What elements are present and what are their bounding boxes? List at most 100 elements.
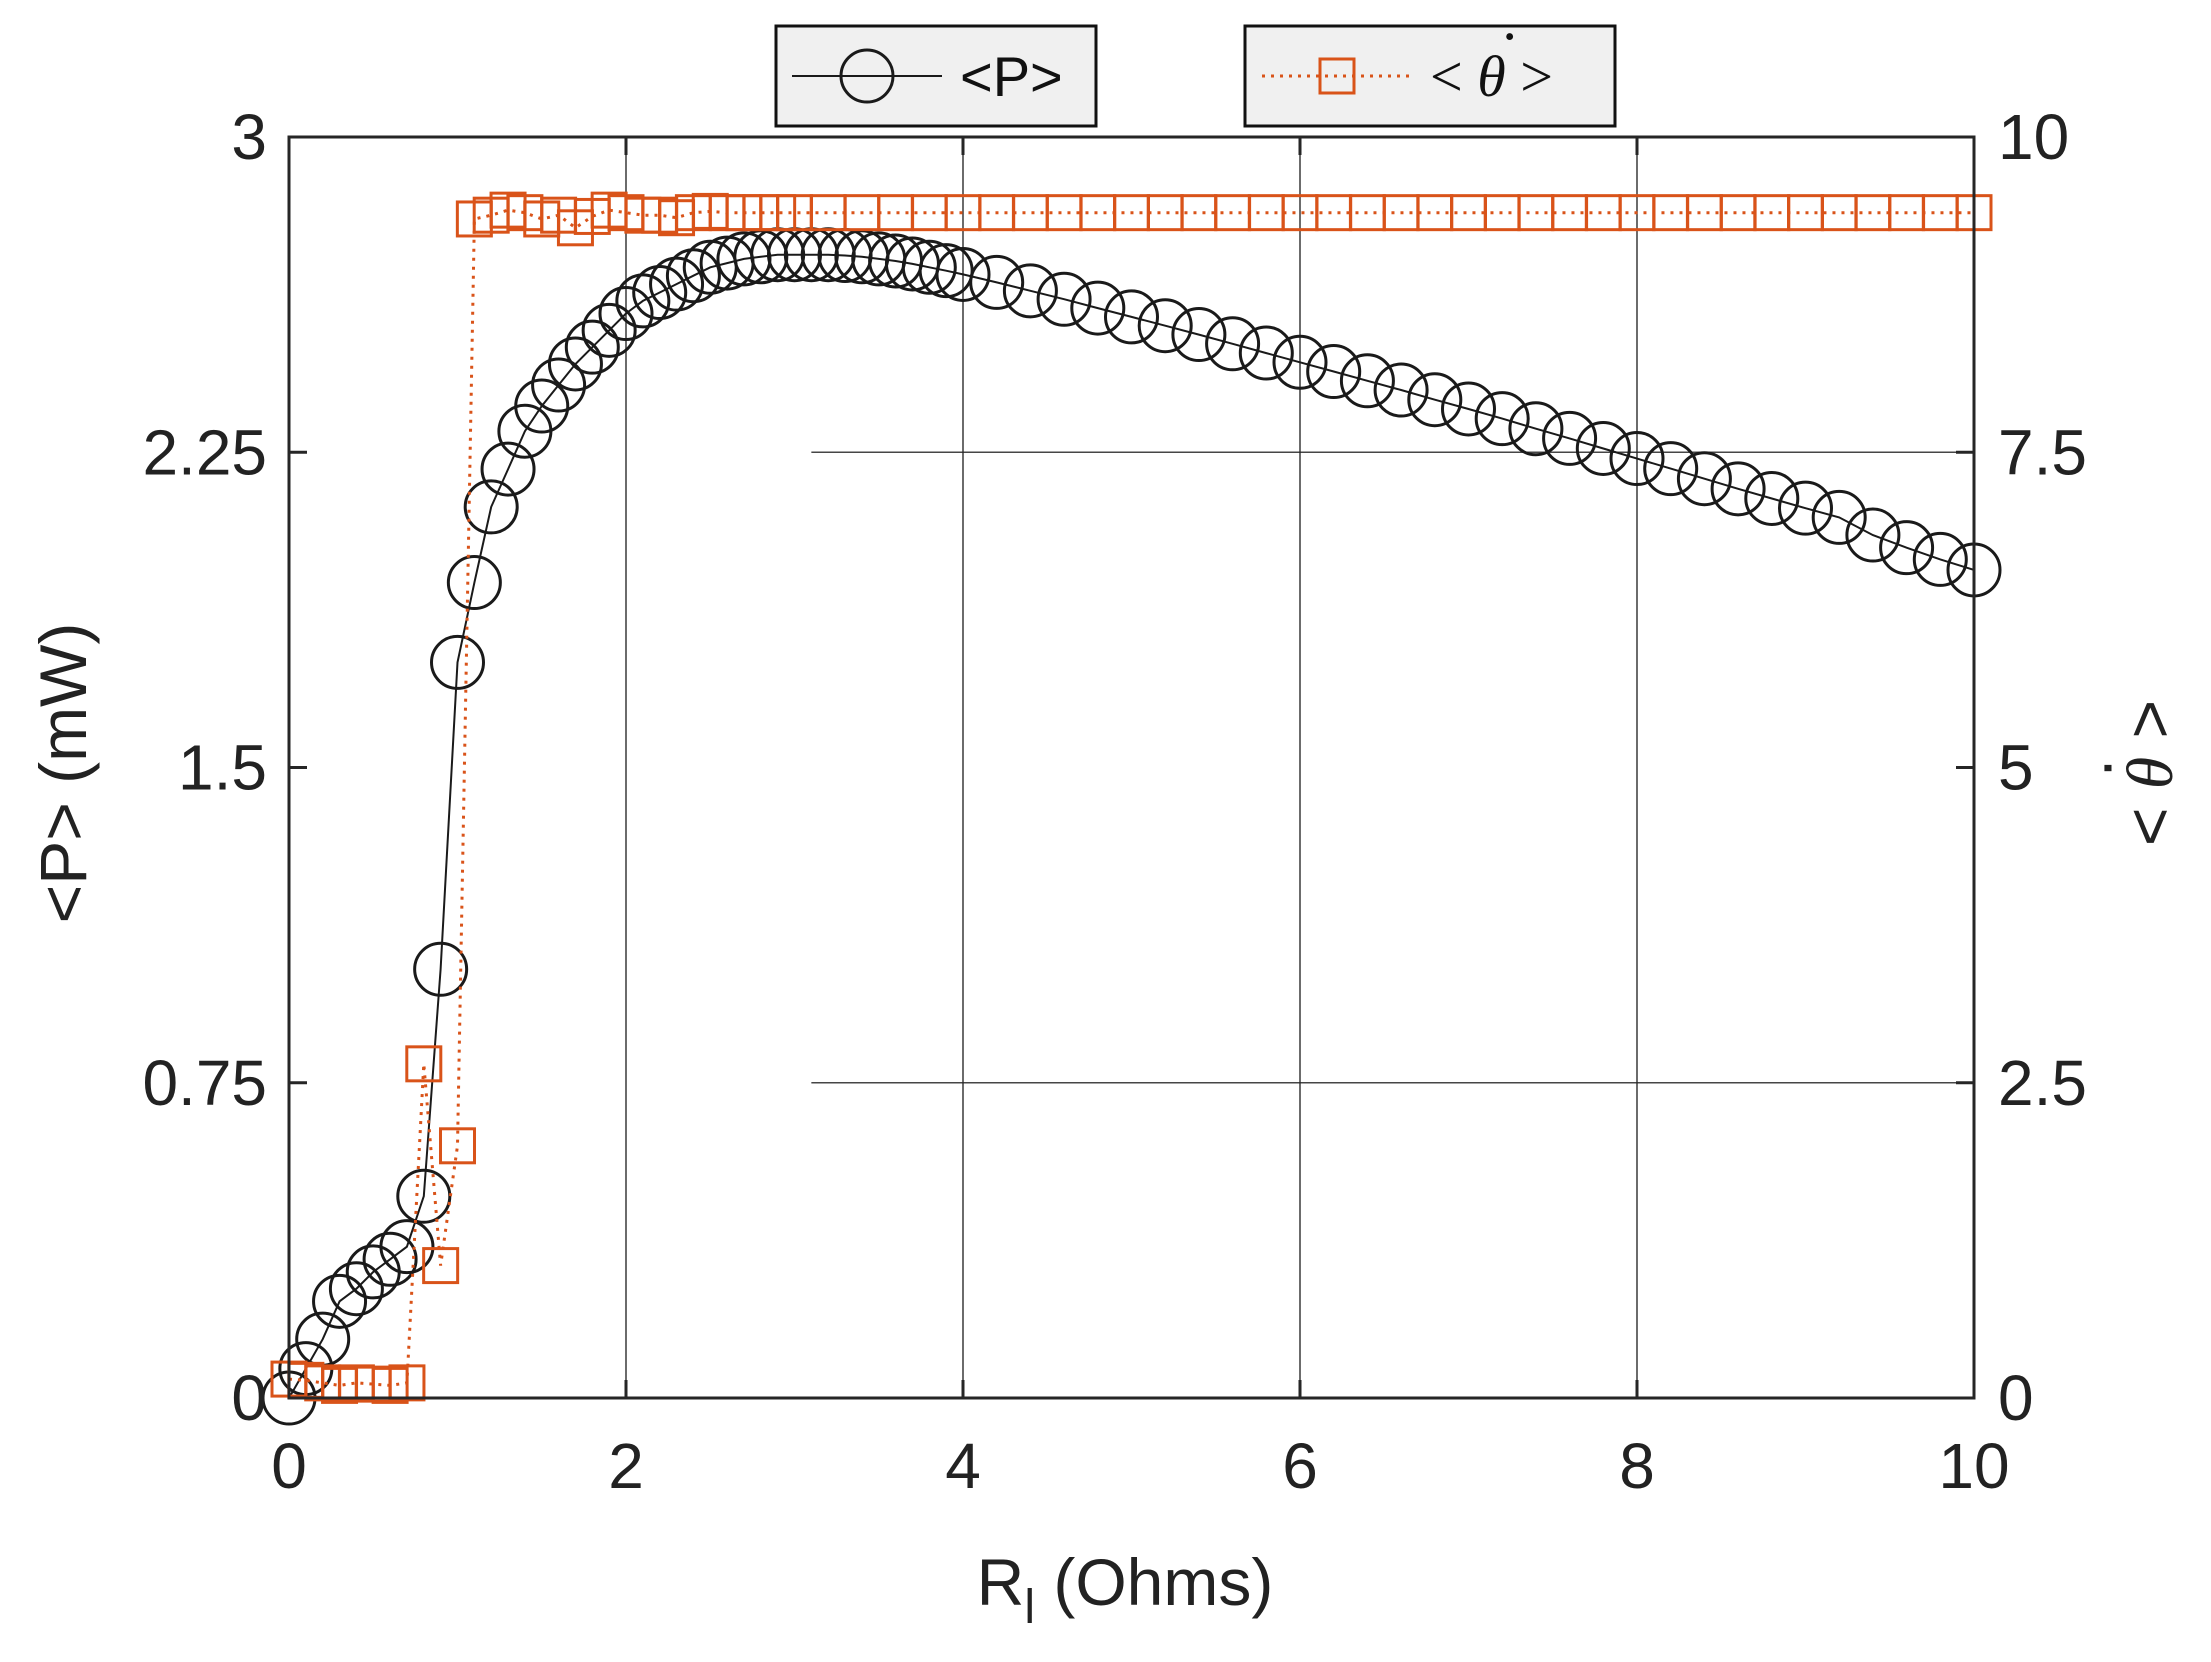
labels-layer: Rl (Ohms) <P> (mW) < θ > ·	[26, 623, 2187, 1634]
data-point-circle	[1676, 451, 1732, 507]
data-point-circle	[935, 246, 991, 302]
legend-box-theta	[1243, 24, 1617, 128]
data-point-circle	[1474, 391, 1530, 447]
data-point-circle	[1575, 420, 1631, 476]
y-axis-label-right-close: >	[2112, 700, 2186, 739]
x-tick-label: 4	[945, 1430, 981, 1502]
data-point-circle	[1036, 271, 1092, 327]
data-point-circle	[379, 1219, 435, 1275]
data-point-circle	[969, 254, 1025, 310]
y-axis-label-right-dot: ·	[2066, 757, 2140, 779]
data-point-circle	[1744, 470, 1800, 526]
x-tick-label: 8	[1619, 1430, 1655, 1502]
y-left-tick-label: 1.5	[178, 732, 267, 804]
y-left-tick-label: 2.25	[142, 416, 267, 488]
x-axis-label-sub: l	[1024, 1581, 1035, 1634]
legend-label-theta-open: <	[1430, 44, 1463, 109]
data-point-circle	[1272, 334, 1328, 390]
legend-label-theta-close: >	[1520, 44, 1553, 109]
data-point-circle	[1811, 489, 1867, 545]
data-point-circle	[1238, 325, 1294, 381]
series-layer	[261, 191, 2002, 1426]
data-point-circle	[1137, 298, 1193, 354]
data-point-circle	[1002, 263, 1058, 319]
data-point-circle	[362, 1231, 418, 1287]
legend-label-p: <P>	[960, 45, 1063, 108]
series-power	[261, 227, 2002, 1426]
x-tick-label: 0	[271, 1430, 307, 1502]
data-point-circle	[1542, 410, 1598, 466]
data-point-square	[388, 1364, 426, 1402]
data-point-circle	[446, 555, 502, 611]
data-point-circle	[514, 378, 570, 434]
y-left-tick-label: 0.75	[142, 1047, 267, 1119]
legend-marker-theta	[1318, 57, 1356, 95]
series-theta-dot	[270, 191, 1993, 1404]
data-point-circle	[463, 479, 519, 535]
y-left-tick-label: 0	[231, 1362, 267, 1434]
data-point-circle	[1407, 372, 1463, 428]
data-point-circle	[1171, 307, 1227, 363]
grid-layer	[289, 137, 1974, 1398]
x-axis-label-unit: (Ohms)	[1035, 1545, 1273, 1619]
data-point-circle	[615, 273, 671, 329]
data-point-circle	[430, 634, 485, 690]
data-point-circle	[598, 286, 654, 342]
data-point-circle	[396, 1168, 452, 1224]
data-point-circle	[581, 302, 637, 358]
data-point-circle	[1508, 401, 1564, 457]
legend-marker-p	[839, 48, 895, 104]
data-point-circle	[312, 1273, 368, 1329]
data-point-circle	[1609, 431, 1665, 487]
legend-item-theta: < θ > ·	[1243, 4, 1617, 128]
data-point-circle	[1879, 520, 1935, 576]
x-tick-label: 2	[608, 1430, 644, 1502]
y-right-tick-label: 7.5	[1998, 416, 2087, 488]
x-axis-label-main: R	[977, 1545, 1025, 1619]
y-left-tick-label: 3	[231, 101, 267, 173]
data-point-square	[422, 1247, 460, 1285]
data-point-circle	[1778, 480, 1833, 536]
data-point-circle	[1845, 507, 1901, 563]
data-point-circle	[1643, 441, 1699, 497]
legend-label-theta-symbol: θ	[1477, 44, 1506, 109]
data-point-square	[405, 1045, 443, 1083]
legend: <P> < θ > ·	[774, 4, 1617, 128]
data-point-circle	[564, 319, 620, 375]
data-point-circle	[480, 441, 536, 497]
x-tick-label: 6	[1282, 1430, 1318, 1502]
data-point-circle	[413, 941, 469, 997]
legend-label-theta: < θ >	[1430, 44, 1553, 109]
legend-label-theta-dot: ·	[1500, 4, 1519, 69]
data-point-circle	[1104, 289, 1159, 345]
data-point-circle	[1441, 381, 1496, 437]
y-right-tick-label: 5	[1998, 732, 2034, 804]
data-point-circle	[1070, 280, 1126, 336]
data-point-circle	[1912, 531, 1968, 587]
data-point-circle	[1339, 353, 1395, 409]
data-point-circle	[531, 357, 587, 413]
plot-area	[289, 137, 1974, 1398]
data-point-circle	[665, 248, 721, 304]
x-axis-label: Rl (Ohms)	[977, 1545, 1274, 1634]
y-axis-label-right-symbol: θ	[2114, 757, 2187, 789]
data-point-circle	[649, 256, 705, 312]
data-point-square	[439, 1127, 476, 1165]
data-point-circle	[1710, 461, 1766, 517]
data-point-circle	[547, 336, 603, 392]
data-point-circle	[328, 1261, 384, 1317]
y-axis-label-left: <P> (mW)	[26, 623, 100, 924]
y-right-tick-label: 2.5	[1998, 1047, 2087, 1119]
data-point-circle	[1205, 316, 1261, 372]
data-point-circle	[1373, 362, 1429, 418]
y-axis-label-right-open: <	[2112, 808, 2186, 847]
y-axis-label-right: < θ >	[2112, 700, 2187, 846]
legend-item-p: <P>	[774, 24, 1098, 128]
x-tick-label: 10	[1938, 1430, 2009, 1502]
y-right-tick-label: 10	[1998, 101, 2069, 173]
y-right-tick-label: 0	[1998, 1362, 2034, 1434]
data-point-circle	[632, 265, 688, 321]
